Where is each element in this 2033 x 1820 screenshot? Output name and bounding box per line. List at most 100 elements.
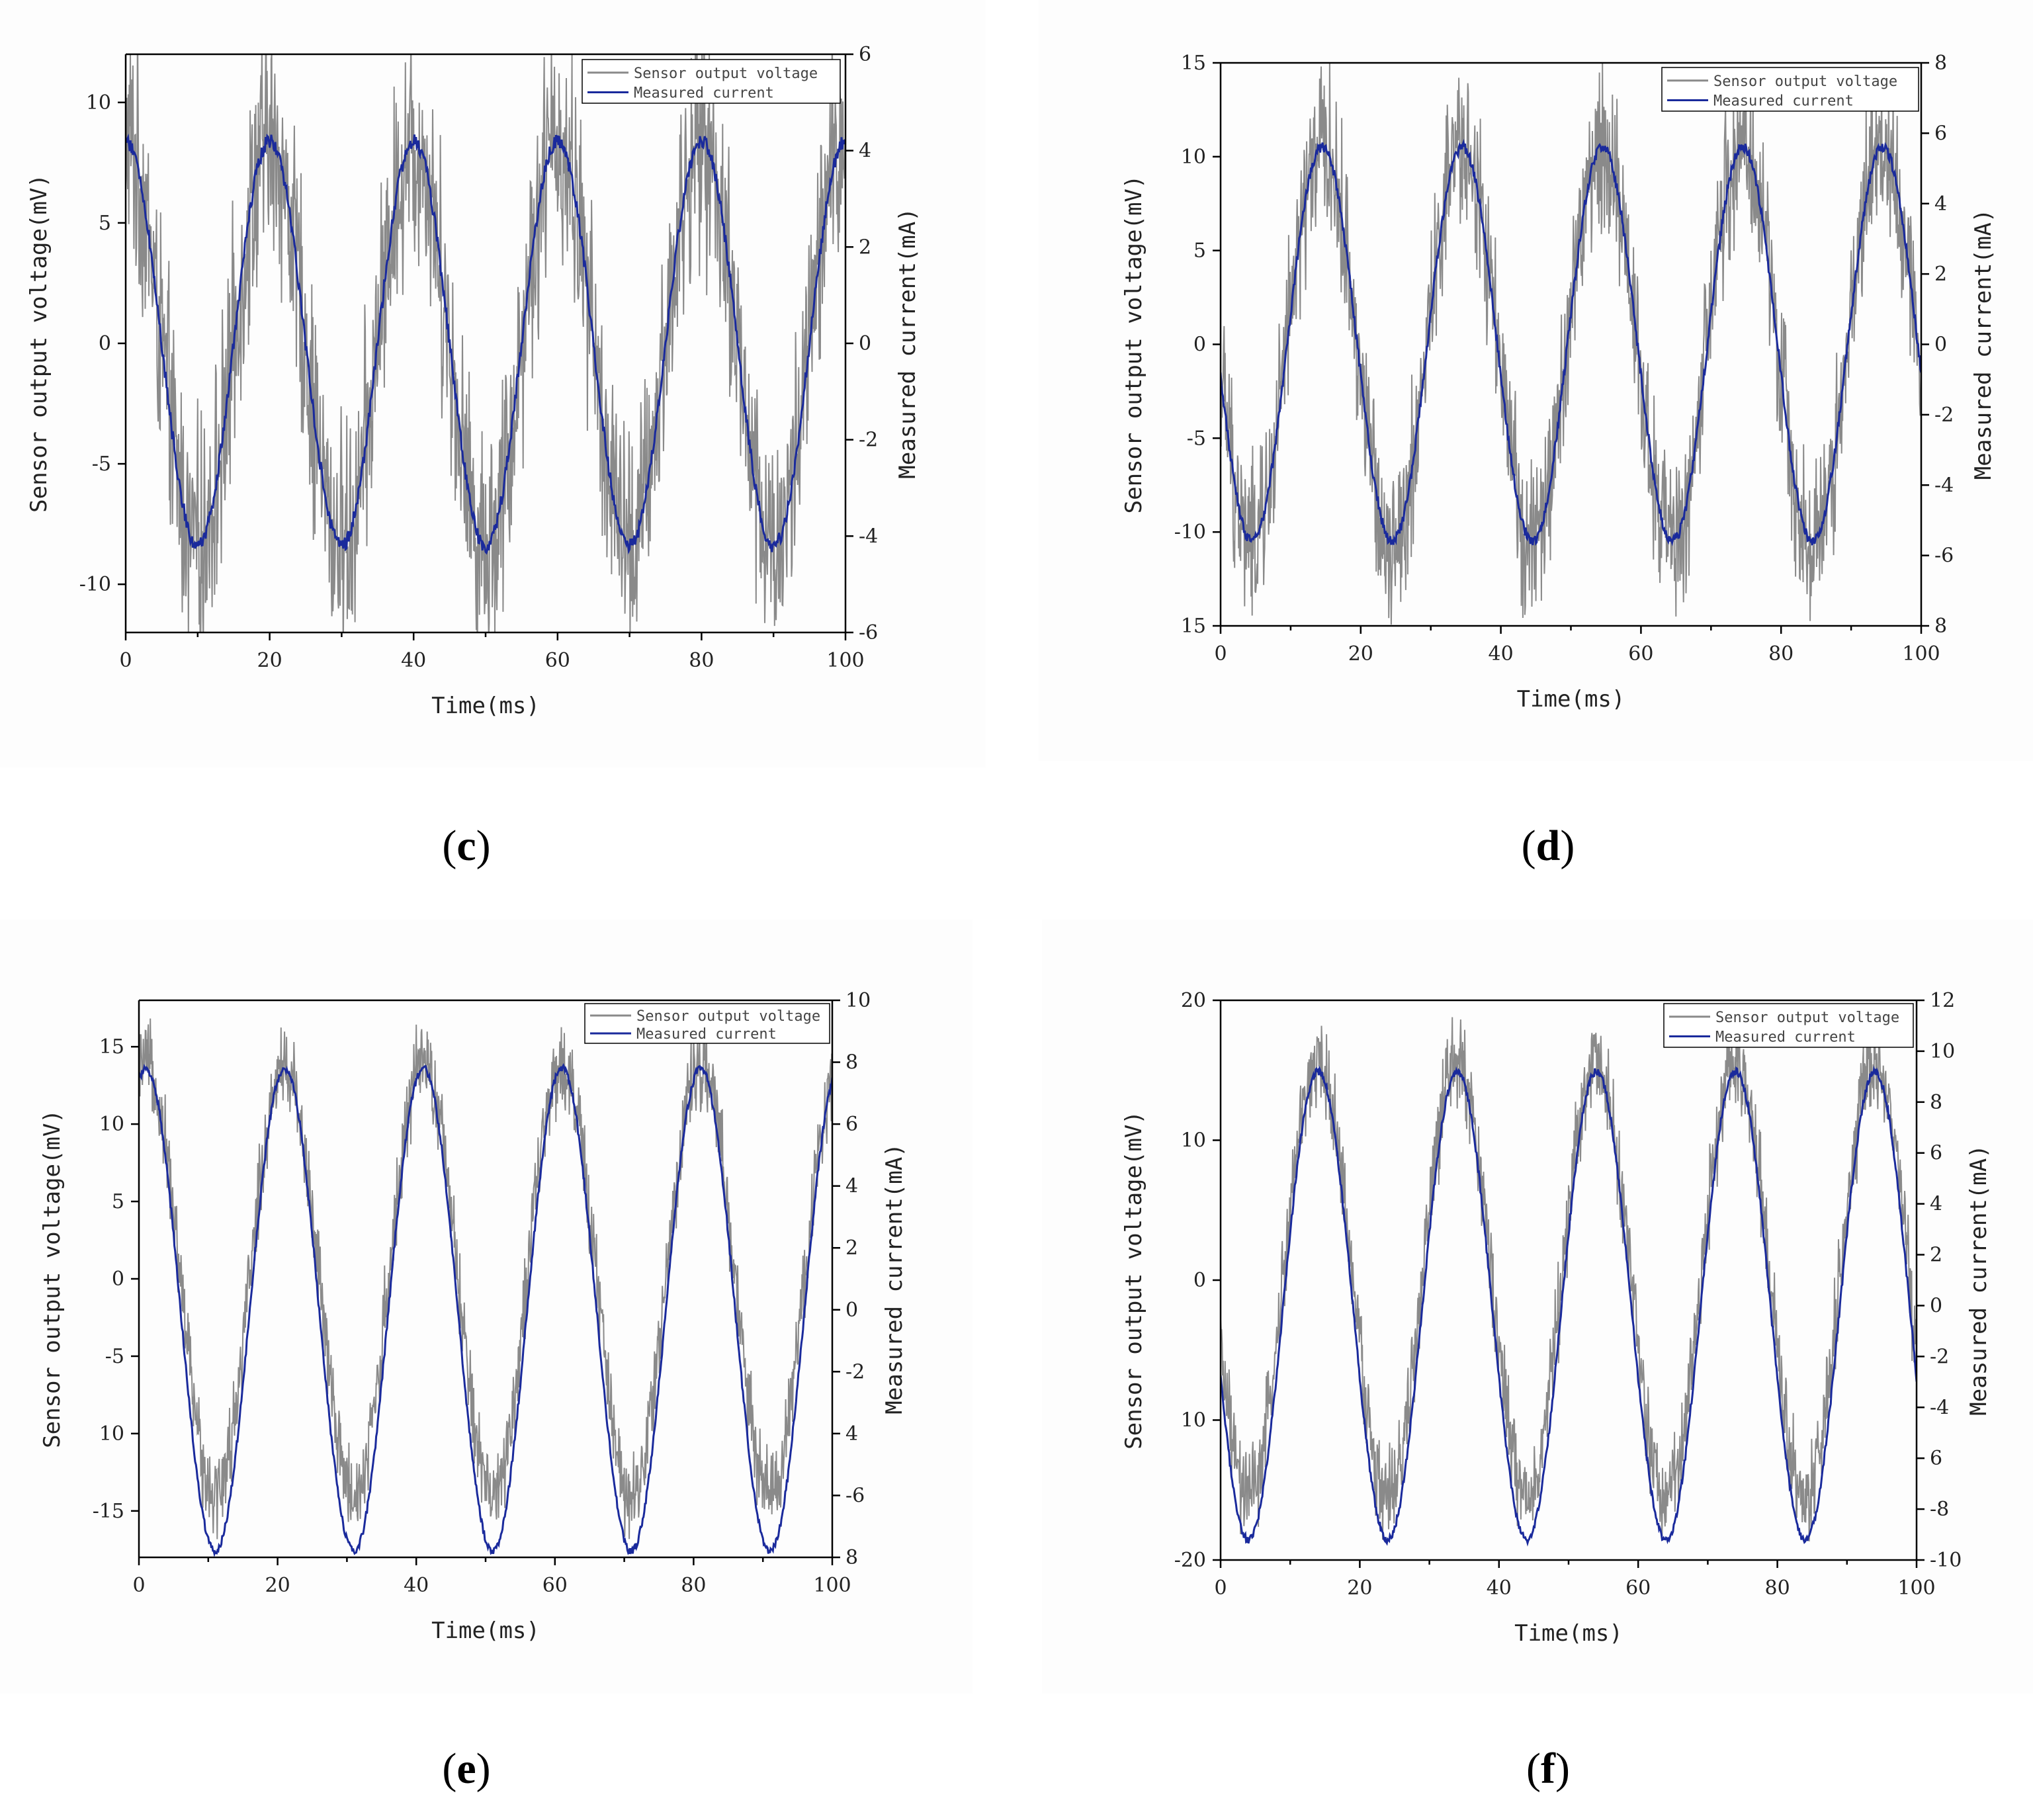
x-axis-label: Time(ms) — [431, 693, 540, 719]
legend-current-label: Measured current — [1715, 1029, 1856, 1046]
left-y-tick-label: 15 — [1181, 615, 1206, 638]
x-tick-label: 80 — [689, 649, 714, 672]
x-tick-label: 0 — [119, 649, 132, 672]
right-y-tick-label: 0 — [1934, 333, 1947, 357]
panel-caption: (d) — [1522, 822, 1575, 870]
x-tick-label: 0 — [1214, 642, 1227, 666]
x-tick-label: 100 — [826, 649, 864, 672]
left-y-tick-label: 5 — [1193, 239, 1206, 263]
right-y-tick-label: 4 — [859, 140, 871, 163]
right-y-tick-label: 6 — [1930, 1447, 1942, 1470]
x-tick-label: 0 — [132, 1574, 145, 1597]
x-axis-label: Time(ms) — [1517, 686, 1625, 713]
legend-current-label: Measured current — [1713, 93, 1854, 110]
left-y-tick-label: 20 — [1181, 989, 1206, 1012]
left-y-tick-label: 5 — [99, 212, 111, 235]
right-y-tick-label: -4 — [859, 525, 878, 548]
left-y-tick-label: 10 — [86, 91, 111, 114]
x-tick-label: 40 — [1489, 642, 1514, 666]
legend-box — [582, 59, 841, 104]
chart-panel-e: (e) 0 20 40 60 80 100 -15 10 -5 0 5 10 15 8 -6 4 -2 0 2 4 6 8… — [0, 920, 973, 1793]
x-tick-label: 20 — [1348, 642, 1373, 666]
left-y-tick-label: 15 — [99, 1035, 124, 1059]
chart-panel-c: (c) 0 20 40 60 80 100 -10 -5 0 5 10 -6 -4 -2 0 2 4 6 Time(… — [0, 0, 986, 870]
x-tick-label: 60 — [545, 649, 570, 672]
right-y-tick-label: 6 — [859, 43, 871, 66]
right-y-tick-label: -2 — [1934, 404, 1954, 427]
left-y-tick-label: 0 — [99, 332, 111, 355]
left-y-tick-label: -5 — [92, 453, 111, 476]
legend-voltage-label: Sensor output voltage — [636, 1008, 820, 1025]
x-axis-label: Time(ms) — [431, 1618, 540, 1644]
right-y-tick-label: 8 — [845, 1546, 858, 1569]
x-tick-label: 100 — [1902, 642, 1940, 666]
left-y-tick-label: -5 — [1187, 427, 1206, 450]
x-tick-label: 80 — [1765, 1577, 1790, 1600]
x-tick-label: 20 — [257, 649, 282, 672]
left-y-tick-label: -5 — [105, 1345, 124, 1368]
right-y-tick-label: -2 — [859, 429, 878, 452]
current-series-line — [139, 1062, 832, 1557]
x-tick-label: 100 — [813, 1574, 851, 1597]
left-y-tick-label: 10 — [1181, 1129, 1206, 1152]
left-y-axis-label: Sensor output voltage(mV) — [1121, 1111, 1147, 1450]
chart-panel-d: (d) 0 20 40 60 80 100 15 -10 -5 0 5 10 15 8 -6 -4 -2 0 2 4 6… — [1039, 0, 2033, 870]
current-series-line — [1221, 1064, 1917, 1547]
right-y-tick-label: 2 — [859, 236, 871, 259]
left-y-tick-label: 0 — [1193, 333, 1206, 357]
right-y-tick-label: 8 — [1934, 52, 1947, 75]
right-y-axis-label: Measured current(mA) — [1966, 1145, 1992, 1415]
right-y-tick-label: 8 — [845, 1051, 858, 1074]
right-y-tick-label: 10 — [845, 989, 871, 1012]
x-tick-label: 40 — [401, 649, 426, 672]
left-y-tick-label: 0 — [1193, 1269, 1206, 1292]
right-y-tick-label: 2 — [845, 1236, 858, 1260]
left-y-tick-label: 10 — [99, 1113, 124, 1136]
right-y-tick-label: 2 — [1934, 263, 1947, 286]
left-y-axis-label: Sensor output voltage(mV) — [26, 174, 52, 513]
legend-box — [1663, 1003, 1914, 1048]
right-y-tick-label: 4 — [1930, 1193, 1942, 1216]
left-y-tick-label: 10 — [1181, 146, 1206, 169]
panel-caption: (e) — [442, 1745, 490, 1793]
right-y-axis-label: Measured current(mA) — [894, 208, 921, 478]
x-tick-label: 60 — [1628, 642, 1653, 666]
right-y-tick-label: 6 — [845, 1113, 858, 1136]
legend-box — [584, 1003, 830, 1044]
panel-caption: (c) — [442, 822, 490, 870]
legend-current-label: Measured current — [634, 85, 774, 102]
left-y-tick-label: -10 — [1174, 521, 1206, 544]
left-y-tick-label: -10 — [79, 573, 111, 596]
panel-background — [0, 0, 986, 767]
right-y-tick-label: 10 — [1930, 1040, 1955, 1063]
right-y-tick-label: 0 — [845, 1299, 858, 1322]
legend-box — [1661, 67, 1919, 112]
x-tick-label: 60 — [1625, 1577, 1651, 1600]
x-tick-label: 60 — [542, 1574, 568, 1597]
x-tick-label: 40 — [404, 1574, 429, 1597]
left-y-tick-label: 10 — [99, 1422, 124, 1446]
right-y-tick-label: -6 — [859, 621, 878, 644]
right-y-tick-label: 8 — [1934, 615, 1947, 638]
right-y-tick-label: -8 — [1930, 1498, 1949, 1521]
x-tick-label: 100 — [1897, 1577, 1935, 1600]
x-axis-label: Time(ms) — [1514, 1620, 1623, 1647]
right-y-tick-label: 2 — [1930, 1244, 1942, 1267]
left-y-tick-label: -15 — [93, 1500, 124, 1523]
left-y-tick-label: 5 — [112, 1190, 124, 1213]
right-y-tick-label: 4 — [1934, 193, 1947, 216]
right-y-axis-label: Measured current(mA) — [881, 1143, 908, 1414]
right-y-tick-label: 12 — [1930, 989, 1955, 1012]
right-y-tick-label: -4 — [1930, 1396, 1949, 1419]
left-y-tick-label: -20 — [1174, 1549, 1206, 1572]
right-y-tick-label: 0 — [859, 332, 871, 355]
left-y-tick-label: 15 — [1181, 52, 1206, 75]
right-y-tick-label: 8 — [1930, 1091, 1942, 1114]
current-series-line — [126, 133, 845, 555]
right-y-tick-label: 4 — [845, 1175, 858, 1198]
left-y-tick-label: 0 — [112, 1268, 124, 1291]
